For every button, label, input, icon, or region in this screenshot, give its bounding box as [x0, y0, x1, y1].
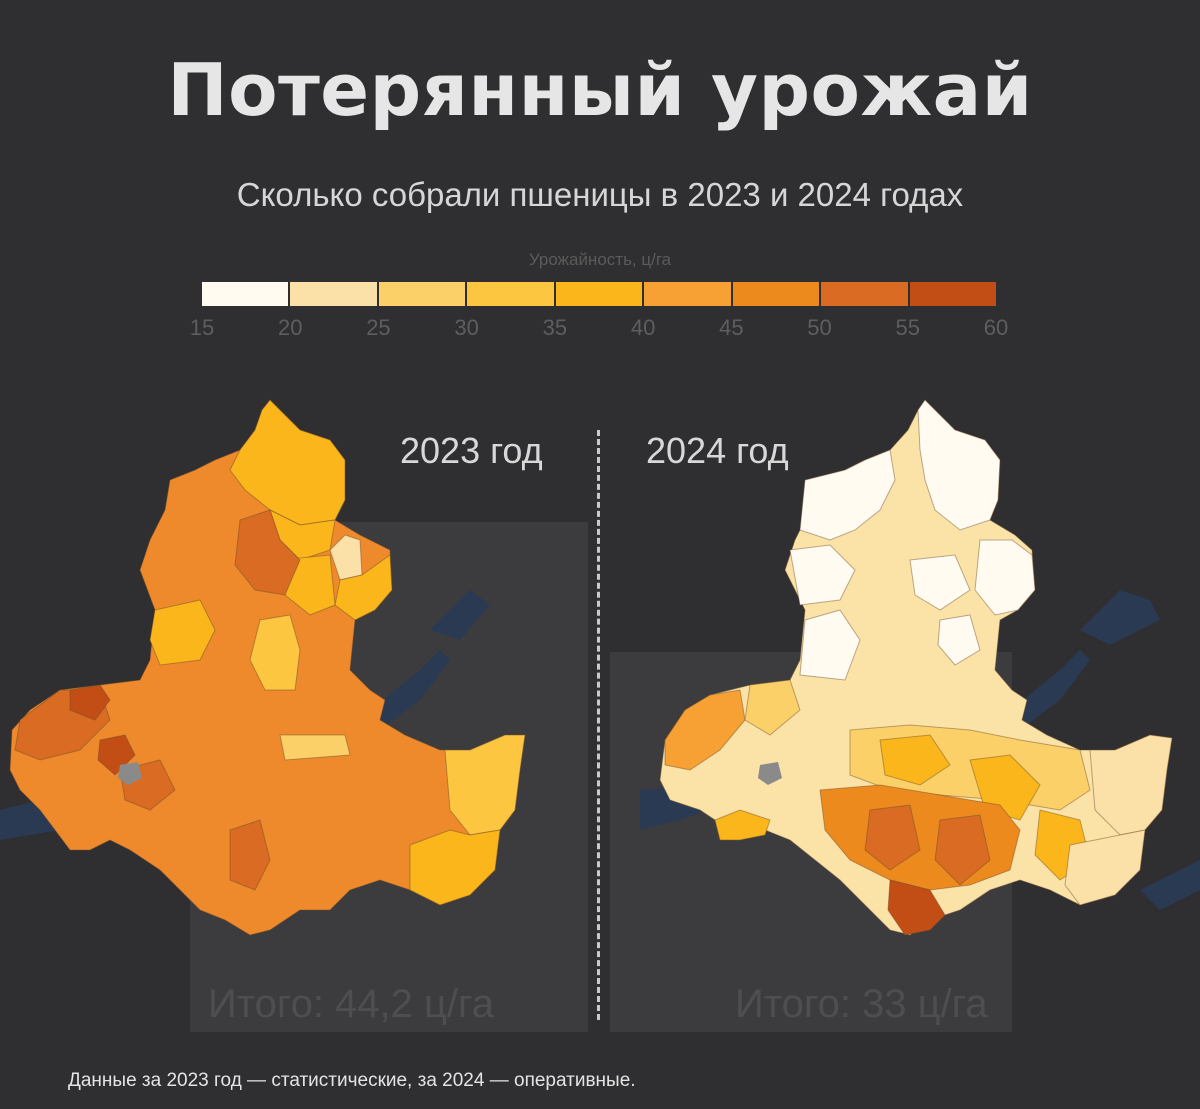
legend-tick-label: 35 [542, 315, 568, 340]
legend-swatch [909, 282, 996, 306]
region [864, 804, 921, 871]
region [917, 399, 1001, 531]
map-2024 [640, 399, 1200, 936]
region [937, 614, 981, 666]
region [149, 599, 216, 666]
water-body [430, 590, 490, 640]
region [714, 809, 771, 841]
region [934, 814, 991, 886]
water-body [1140, 860, 1200, 910]
legend-swatch [467, 282, 554, 306]
region [744, 679, 801, 736]
legend-swatch [555, 282, 643, 306]
legend-swatch [290, 282, 377, 306]
legend-tick-label: 40 [630, 315, 656, 340]
footnote: Данные за 2023 год — статистические, за … [68, 1070, 636, 1091]
legend-swatch [821, 282, 908, 306]
region [887, 879, 946, 936]
total-2024: Итого: 33 ц/га [735, 982, 988, 1026]
region [229, 819, 271, 891]
year-label-2023: 2023 год [400, 430, 543, 471]
color-legend [202, 282, 996, 306]
region [279, 734, 351, 761]
legend-tick-label: 60 [983, 315, 1009, 340]
city-marker [118, 762, 142, 785]
legend-tick-label: 15 [189, 315, 215, 340]
legend-tick-label: 45 [719, 315, 744, 340]
region [1064, 829, 1146, 906]
region [909, 554, 971, 611]
legend-swatch [644, 282, 731, 306]
region [974, 539, 1036, 616]
map-divider [597, 430, 600, 1020]
legend-swatch [378, 282, 466, 306]
legend-swatch [202, 282, 289, 306]
page-subtitle: Сколько собрали пшеницы в 2023 и 2024 го… [236, 176, 964, 213]
region [69, 684, 111, 721]
city-marker [758, 762, 782, 785]
region [879, 734, 951, 786]
map-2023 [0, 399, 526, 936]
page-title: Потерянный урожай [167, 48, 1033, 132]
year-label-2024: 2024 год [646, 430, 789, 471]
region [409, 829, 501, 906]
total-2023: Итого: 44,2 ц/га [208, 982, 494, 1026]
region [789, 544, 856, 606]
legend-tick-label: 55 [895, 315, 921, 340]
legend-swatch [732, 282, 820, 306]
legend-tick-label: 30 [454, 315, 479, 340]
region [1089, 734, 1173, 836]
region [799, 449, 896, 541]
region [444, 734, 526, 836]
water-body [1080, 590, 1160, 645]
region [799, 609, 861, 681]
region [249, 614, 301, 691]
legend-tick-label: 50 [807, 315, 832, 340]
region [329, 534, 363, 581]
legend-tick-label: 25 [366, 315, 391, 340]
region [234, 509, 301, 596]
legend-title: Урожайность, ц/га [528, 250, 672, 269]
region [334, 554, 393, 621]
legend-ticks: 15 20 25 30 35 40 45 50 55 60 [190, 315, 1008, 341]
legend-tick-label: 20 [277, 315, 303, 340]
